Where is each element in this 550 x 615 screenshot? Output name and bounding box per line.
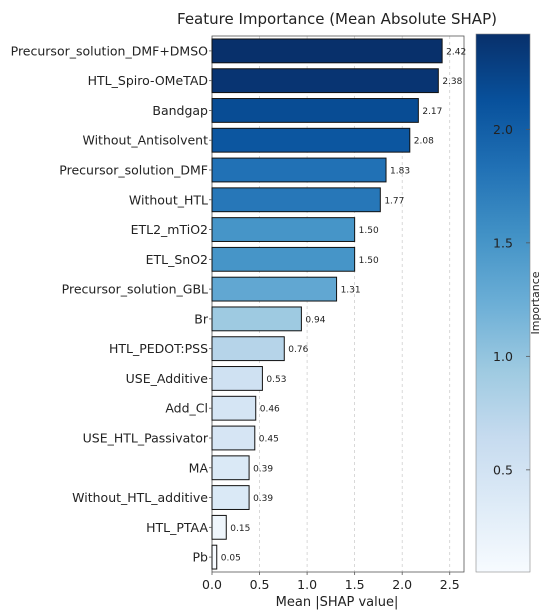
- bar: [211, 38, 443, 64]
- x-tick-label: 0.5: [250, 577, 270, 592]
- y-tick-label: HTL_PTAA: [146, 520, 208, 535]
- bar: [211, 127, 411, 153]
- bar-value-label: 0.46: [260, 405, 280, 415]
- bar: [211, 455, 250, 481]
- x-tick-labels: 0.0 0.5 1.0 1.5 2.0 2.5: [202, 572, 460, 592]
- colorbar-label: Importance: [529, 271, 542, 334]
- bar: [211, 336, 285, 362]
- colorbar-tick-label: 1.5: [493, 235, 513, 250]
- bar-value-label: 1.50: [359, 226, 379, 236]
- bar-value-label: 2.42: [446, 47, 466, 57]
- x-tick-label: 2.0: [392, 577, 412, 592]
- bar: [211, 395, 257, 421]
- x-axis-label: Mean |SHAP value|: [276, 595, 399, 610]
- y-tick-label: Br: [194, 311, 209, 326]
- bar-value-label: 1.77: [384, 196, 404, 206]
- bar: [211, 514, 227, 540]
- bar-value-label: 0.53: [266, 375, 286, 385]
- bar: [211, 425, 256, 451]
- bar-value-label: 1.50: [359, 256, 379, 266]
- y-tick-label: Without_HTL: [129, 192, 208, 207]
- y-tick-label: Pb: [193, 550, 209, 565]
- bar: [211, 485, 250, 510]
- bar-value-label: 0.94: [305, 315, 325, 325]
- y-tick-label: USE_Additive: [126, 371, 209, 386]
- y-tick-label: Without_Antisolvent: [83, 133, 209, 148]
- x-tick-label: 1.5: [345, 577, 365, 592]
- y-tick-label: Without_HTL_additive: [72, 490, 208, 505]
- bar-value-label: 0.39: [253, 464, 273, 474]
- bar: [211, 366, 263, 391]
- bar-value-label: 0.15: [230, 524, 250, 534]
- bar-value-label: 0.45: [259, 435, 279, 445]
- colorbar-tick-label: 0.5: [493, 462, 513, 477]
- bar-value-labels: 2.42 2.38 2.17 2.08 1.83 1.77 1.50 1.50 1.31 0.94…: [221, 47, 466, 563]
- x-tick-label: 0.0: [202, 577, 222, 592]
- bar: [211, 98, 419, 123]
- y-tick-label: Precursor_solution_GBL: [62, 282, 208, 297]
- bar-value-label: 0.76: [288, 345, 308, 355]
- bar-value-label: 0.39: [253, 494, 273, 504]
- bar: [211, 68, 439, 94]
- y-tick-labels: Precursor_solution_DMF+DMSO HTL_Spiro-OMe…: [11, 43, 212, 565]
- chart-title: Feature Importance (Mean Absolute SHAP): [177, 10, 497, 28]
- bar-value-label: 1.83: [390, 167, 410, 177]
- y-tick-label: HTL_Spiro-OMeTAD: [88, 73, 208, 88]
- bar: [211, 276, 338, 302]
- y-tick-label: USE_HTL_Passivator: [83, 431, 209, 446]
- x-tick-label: 2.5: [440, 577, 460, 592]
- bar: [211, 157, 387, 183]
- bar: [211, 306, 302, 332]
- bar: [211, 544, 218, 570]
- colorbar: [475, 33, 531, 573]
- x-tick-label: 1.0: [297, 577, 317, 592]
- bar: [211, 217, 356, 242]
- bar-value-label: 2.17: [422, 107, 442, 117]
- colorbar-ticks: 0.5 1.0 1.5 2.0: [493, 122, 530, 477]
- bar-value-label: 1.31: [341, 286, 361, 296]
- bar-value-label: 0.05: [221, 554, 241, 564]
- bar-value-label: 2.08: [414, 137, 434, 147]
- y-tick-label: ETL2_mTiO2: [131, 222, 208, 237]
- bars: [211, 38, 443, 570]
- bar-value-label: 2.38: [442, 77, 462, 87]
- y-tick-label: ETL_SnO2: [146, 252, 208, 267]
- colorbar-tick-label: 1.0: [493, 349, 513, 364]
- plot-area-frame: [211, 35, 465, 573]
- y-tick-label: MA: [189, 460, 209, 475]
- y-tick-label: HTL_PEDOT:PSS: [109, 341, 208, 356]
- bar: [211, 187, 381, 213]
- bar: [211, 246, 356, 272]
- y-tick-label: Add_Cl: [165, 401, 208, 416]
- y-tick-label: Precursor_solution_DMF+DMSO: [11, 43, 209, 58]
- y-tick-label: Bandgap: [152, 103, 208, 118]
- y-tick-label: Precursor_solution_DMF: [59, 163, 208, 178]
- colorbar-tick-label: 2.0: [493, 122, 513, 137]
